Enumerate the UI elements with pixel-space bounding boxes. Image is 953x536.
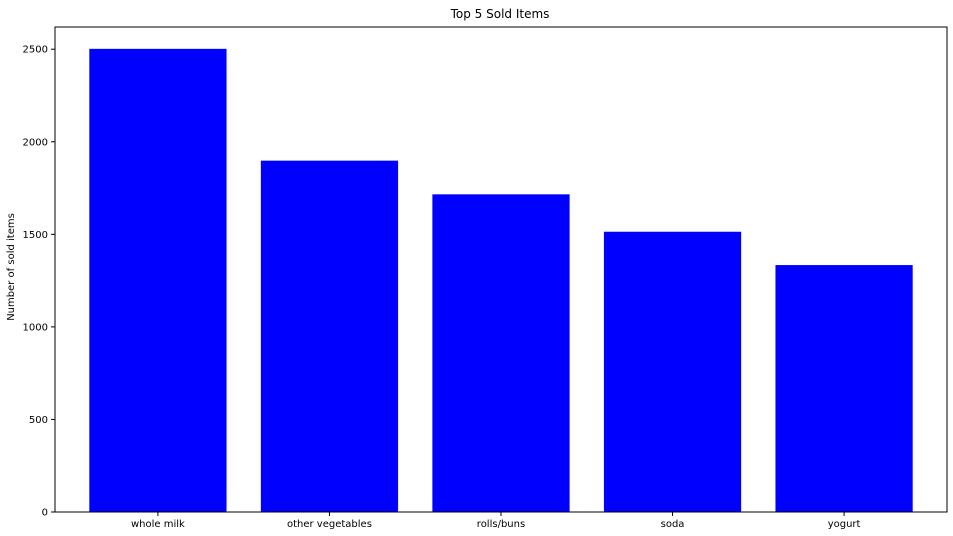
y-axis-label: Number of sold items bbox=[6, 213, 17, 321]
y-tick-label: 2500 bbox=[23, 45, 48, 56]
x-tick-label: rolls/buns bbox=[477, 519, 525, 530]
x-tick-label: yogurt bbox=[828, 519, 861, 530]
y-tick-label: 2000 bbox=[23, 137, 48, 148]
bar-whole-milk bbox=[89, 48, 227, 513]
x-tick-label: soda bbox=[661, 519, 685, 530]
bar-other-vegetables bbox=[260, 160, 399, 512]
bar-rolls-buns bbox=[432, 194, 570, 512]
y-tick-label: 1000 bbox=[23, 322, 48, 333]
bar-yogurt bbox=[775, 265, 913, 512]
x-tick-label: whole milk bbox=[131, 519, 185, 530]
y-tick-label: 1500 bbox=[23, 230, 48, 241]
y-tick-label: 500 bbox=[29, 415, 48, 426]
chart-title: Top 5 Sold Items bbox=[450, 7, 550, 21]
plot-area: whole milk other vegetables rolls/buns soda… bbox=[23, 26, 948, 530]
bar-soda bbox=[603, 231, 742, 513]
x-tick-label: other vegetables bbox=[287, 519, 372, 530]
plot-frame bbox=[54, 26, 948, 513]
y-tick-label: 0 bbox=[42, 508, 48, 519]
